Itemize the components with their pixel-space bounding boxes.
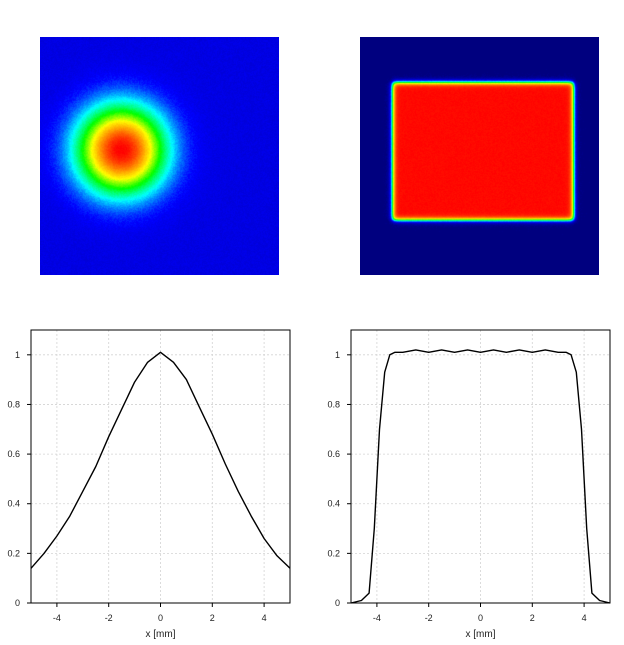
y-tick-label: 0.4: [327, 499, 340, 509]
y-tick-label: 0: [335, 598, 340, 608]
y-tick-label: 0.8: [327, 399, 340, 409]
flat-top-profile-chart: -4 -2 0 2 4 0 0.2 0.4 0.6 0.8 1 x [mm]: [312, 318, 624, 640]
gaussian-beam-heatmap: [40, 37, 279, 275]
x-axis-label: x [mm]: [146, 629, 176, 640]
profile-line: [30, 351, 291, 569]
x-tick-label: -4: [53, 613, 61, 623]
y-tick-label: 1: [15, 350, 20, 360]
x-axis-label: x [mm]: [466, 629, 496, 640]
y-tick-label: 0.6: [327, 449, 340, 459]
gaussian-heatmap-canvas: [40, 37, 279, 275]
y-tick-label: 0.2: [327, 548, 340, 558]
x-tick-label: -2: [425, 613, 433, 623]
x-tick-label: -2: [105, 613, 113, 623]
y-tick-label: 0: [15, 598, 20, 608]
flat-top-profile-svg: -4 -2 0 2 4 0 0.2 0.4 0.6 0.8 1 x [mm]: [327, 329, 611, 640]
flat-top-beam-heatmap: [360, 37, 599, 275]
profile-line: [350, 349, 611, 604]
gaussian-profile-svg: -4 -2 0 2 4 0 0.2 0.4 0.6 0.8 1 x [mm]: [7, 329, 291, 640]
y-tick-label: 0.6: [7, 449, 20, 459]
gaussian-profile-chart: -4 -2 0 2 4 0 0.2 0.4 0.6 0.8 1 x [mm]: [0, 318, 312, 640]
x-tick-label: -4: [373, 613, 381, 623]
y-tick-label: 0.8: [7, 399, 20, 409]
y-tick-label: 0.4: [7, 499, 20, 509]
y-tick-label: 0.2: [7, 548, 20, 558]
x-tick-label: 2: [210, 613, 215, 623]
x-tick-label: 4: [262, 613, 267, 623]
x-tick-label: 4: [582, 613, 587, 623]
x-tick-label: 0: [158, 613, 163, 623]
x-tick-label: 0: [478, 613, 483, 623]
x-tick-label: 2: [530, 613, 535, 623]
flat-top-heatmap-canvas: [360, 37, 599, 275]
y-tick-label: 1: [335, 350, 340, 360]
